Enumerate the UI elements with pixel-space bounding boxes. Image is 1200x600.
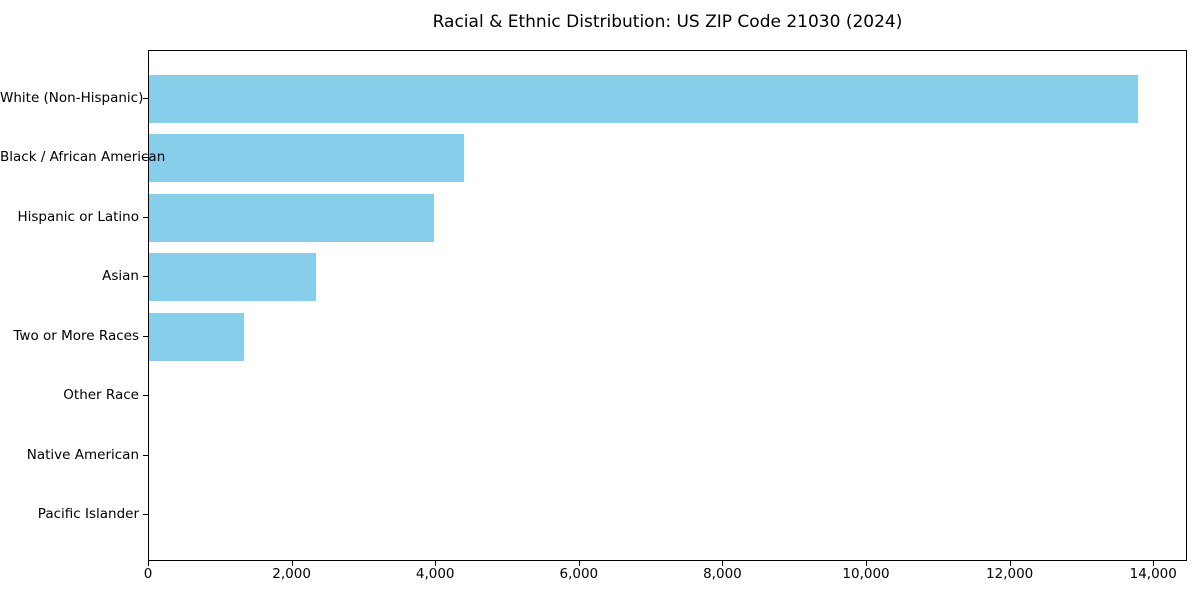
plot-area xyxy=(148,50,1187,561)
y-tick-label: Two or More Races xyxy=(13,327,139,344)
x-tick-mark xyxy=(722,561,724,566)
bar xyxy=(149,312,244,361)
x-tick-label: 4,000 xyxy=(415,566,455,582)
bar xyxy=(149,193,435,242)
x-tick-mark xyxy=(291,561,293,566)
y-tick-label: Asian xyxy=(102,268,139,284)
x-tick-label: 6,000 xyxy=(559,566,599,582)
x-tick-label: 2,000 xyxy=(272,566,311,582)
x-tick-mark xyxy=(578,561,580,566)
y-tick-mark xyxy=(143,395,148,396)
x-tick-mark xyxy=(148,561,149,566)
y-tick-label: Other Race xyxy=(63,387,139,403)
bar xyxy=(149,134,465,182)
x-tick-label: 10,000 xyxy=(842,566,890,582)
y-tick-label: Pacific Islander xyxy=(37,506,139,522)
y-tick-label: Hispanic or Latino xyxy=(17,208,139,225)
x-tick-label: 14,000 xyxy=(1129,566,1177,582)
x-tick-label: 0 xyxy=(143,566,153,582)
y-tick-mark xyxy=(143,97,148,99)
y-tick-label: Black / African American xyxy=(0,149,166,165)
chart-title: Racial & Ethnic Distribution: US ZIP Cod… xyxy=(432,12,903,32)
x-tick-mark xyxy=(1153,561,1155,566)
x-tick-mark xyxy=(866,561,868,566)
y-tick-mark xyxy=(143,216,148,218)
bar xyxy=(149,74,1139,123)
y-tick-mark xyxy=(143,335,148,337)
y-tick-mark xyxy=(143,514,148,515)
y-tick-label: White (Non-Hispanic) xyxy=(0,89,144,106)
x-tick-label: 8,000 xyxy=(703,566,742,582)
bar xyxy=(149,253,317,301)
x-tick-mark xyxy=(435,561,437,566)
y-tick-mark xyxy=(143,276,148,277)
y-tick-mark xyxy=(143,454,148,456)
x-tick-mark xyxy=(1009,561,1011,566)
y-tick-mark xyxy=(143,157,148,158)
y-tick-label: Native American xyxy=(26,446,139,463)
x-tick-label: 12,000 xyxy=(986,566,1034,582)
